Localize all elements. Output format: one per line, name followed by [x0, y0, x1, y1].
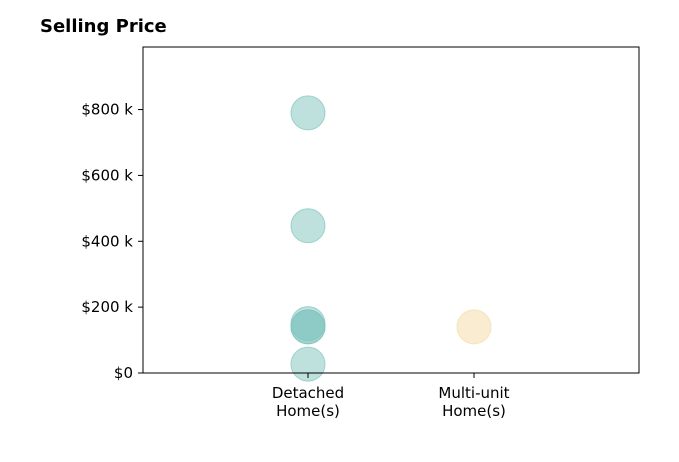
data-point: [290, 309, 326, 345]
y-tick-label: $200 k: [81, 298, 133, 316]
data-point: [290, 208, 326, 244]
plot-frame: [142, 46, 640, 374]
y-axis: $0 $200 k $400 k $600 k $800 k: [81, 101, 143, 382]
data-point: [290, 95, 326, 131]
data-point: [456, 309, 492, 345]
y-tick-label: $400 k: [81, 232, 133, 250]
x-tick-label: Multi-unit: [438, 384, 509, 402]
x-tick-label: Home(s): [276, 402, 340, 420]
y-tick-label: $800 k: [81, 101, 133, 119]
y-tick-label: $600 k: [81, 166, 133, 184]
x-tick-label: Home(s): [442, 402, 506, 420]
x-tick-label: Detached: [272, 384, 344, 402]
y-tick-label: $0: [114, 364, 133, 382]
points-layer: [290, 95, 492, 382]
chart-title: Selling Price: [40, 16, 167, 37]
